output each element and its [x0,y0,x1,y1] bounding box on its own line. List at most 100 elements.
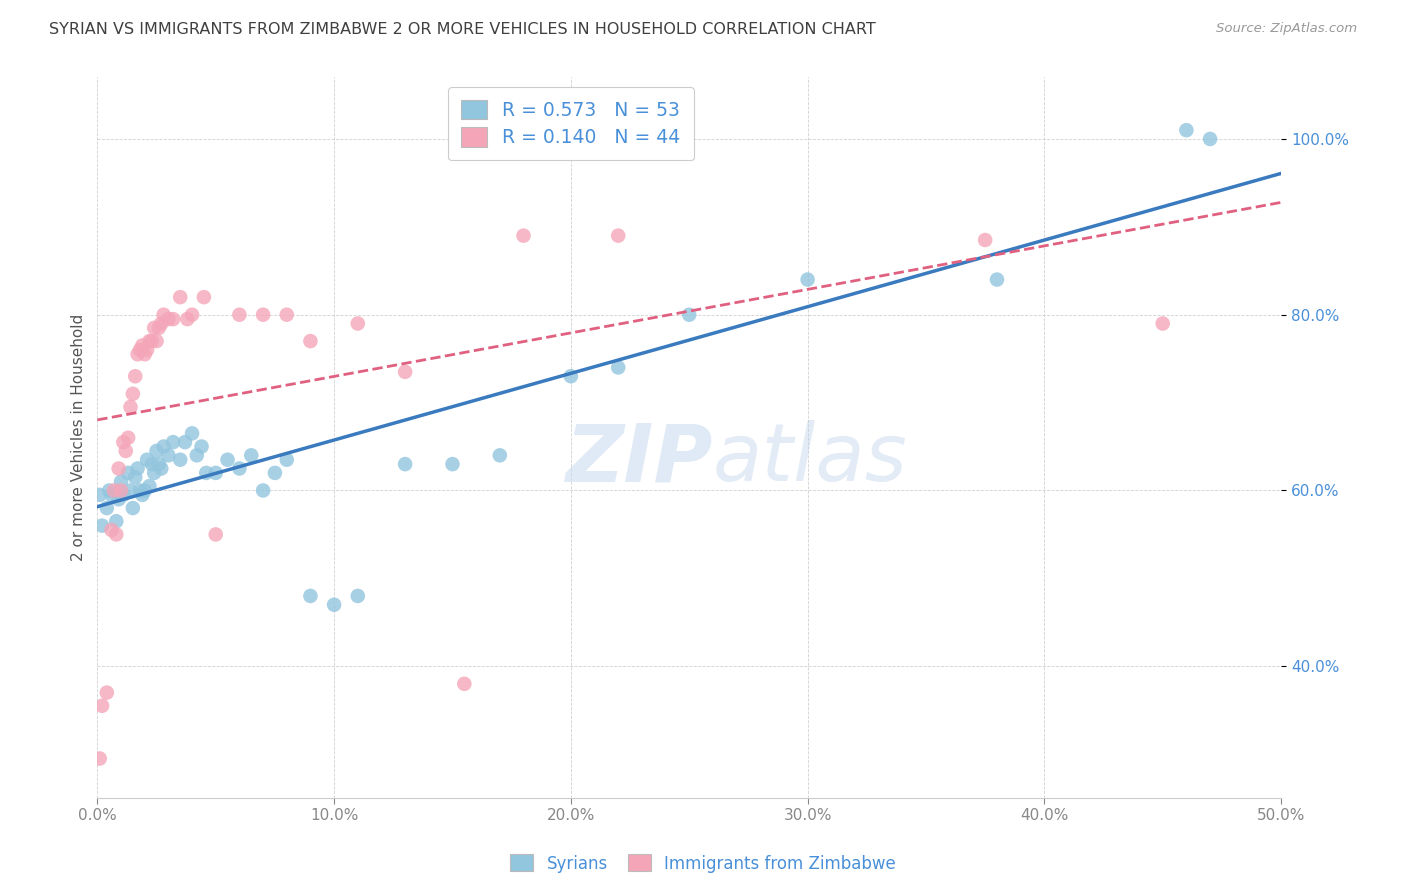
Point [299,589,322,603]
Point [143,466,166,480]
Point [204,466,226,480]
Point [89,488,111,502]
Point [127,461,149,475]
Point [110,483,132,498]
Point [131,488,153,502]
Point [169,290,191,304]
Point [796,272,818,286]
Point [105,514,128,528]
Point [1152,317,1174,331]
Point [145,444,167,458]
Point [441,457,464,471]
Point [112,488,135,502]
Point [152,440,174,454]
Point [131,338,153,352]
Point [276,308,298,322]
Point [217,452,239,467]
Point [129,343,152,357]
Point [150,461,173,475]
Point [121,386,143,401]
Point [136,452,159,467]
Point [110,475,132,489]
Point [190,440,212,454]
Point [117,466,139,480]
Point [96,501,118,516]
Point [181,426,204,441]
Point [145,334,167,348]
Point [157,448,180,462]
Text: atlas: atlas [713,420,908,499]
Point [150,317,173,331]
Point [394,457,416,471]
Point [974,233,997,247]
Point [107,461,129,475]
Point [114,444,136,458]
Point [607,228,630,243]
Point [162,312,184,326]
Point [607,360,630,375]
Text: Source: ZipAtlas.com: Source: ZipAtlas.com [1216,22,1357,36]
Point [100,488,122,502]
Point [96,685,118,699]
Point [1175,123,1198,137]
Point [986,272,1008,286]
Point [148,321,170,335]
Point [174,435,197,450]
Point [240,448,263,462]
Point [176,312,198,326]
Point [252,308,274,322]
Point [678,308,700,322]
Legend: Syrians, Immigrants from Zimbabwe: Syrians, Immigrants from Zimbabwe [503,847,903,880]
Point [204,527,226,541]
Point [124,470,146,484]
Point [157,312,180,326]
Point [186,448,208,462]
Point [103,483,125,498]
Point [346,317,368,331]
Point [394,365,416,379]
Point [136,343,159,357]
Point [264,466,287,480]
Point [98,483,121,498]
Point [120,400,142,414]
Point [512,228,534,243]
Point [124,369,146,384]
Point [91,698,114,713]
Point [89,751,111,765]
Point [181,308,204,322]
Point [1199,132,1222,146]
Point [323,598,346,612]
Legend: R = 0.573   N = 53, R = 0.140   N = 44: R = 0.573 N = 53, R = 0.140 N = 44 [449,87,693,161]
Point [193,290,215,304]
Point [152,308,174,322]
Point [143,321,166,335]
Point [346,589,368,603]
Point [148,457,170,471]
Point [91,518,114,533]
Point [162,435,184,450]
Point [228,308,250,322]
Point [129,483,152,498]
Point [127,347,149,361]
Point [121,501,143,516]
Point [100,523,122,537]
Text: SYRIAN VS IMMIGRANTS FROM ZIMBABWE 2 OR MORE VEHICLES IN HOUSEHOLD CORRELATION C: SYRIAN VS IMMIGRANTS FROM ZIMBABWE 2 OR … [49,22,876,37]
Point [299,334,322,348]
Point [112,435,135,450]
Point [117,431,139,445]
Point [105,527,128,541]
Text: ZIP: ZIP [565,420,713,499]
Point [134,483,156,498]
Point [560,369,582,384]
Y-axis label: 2 or more Vehicles in Household: 2 or more Vehicles in Household [72,314,86,561]
Point [488,448,510,462]
Point [141,457,163,471]
Point [195,466,218,480]
Point [107,492,129,507]
Point [169,452,191,467]
Point [120,483,142,498]
Point [138,334,160,348]
Point [138,479,160,493]
Point [252,483,274,498]
Point [453,677,475,691]
